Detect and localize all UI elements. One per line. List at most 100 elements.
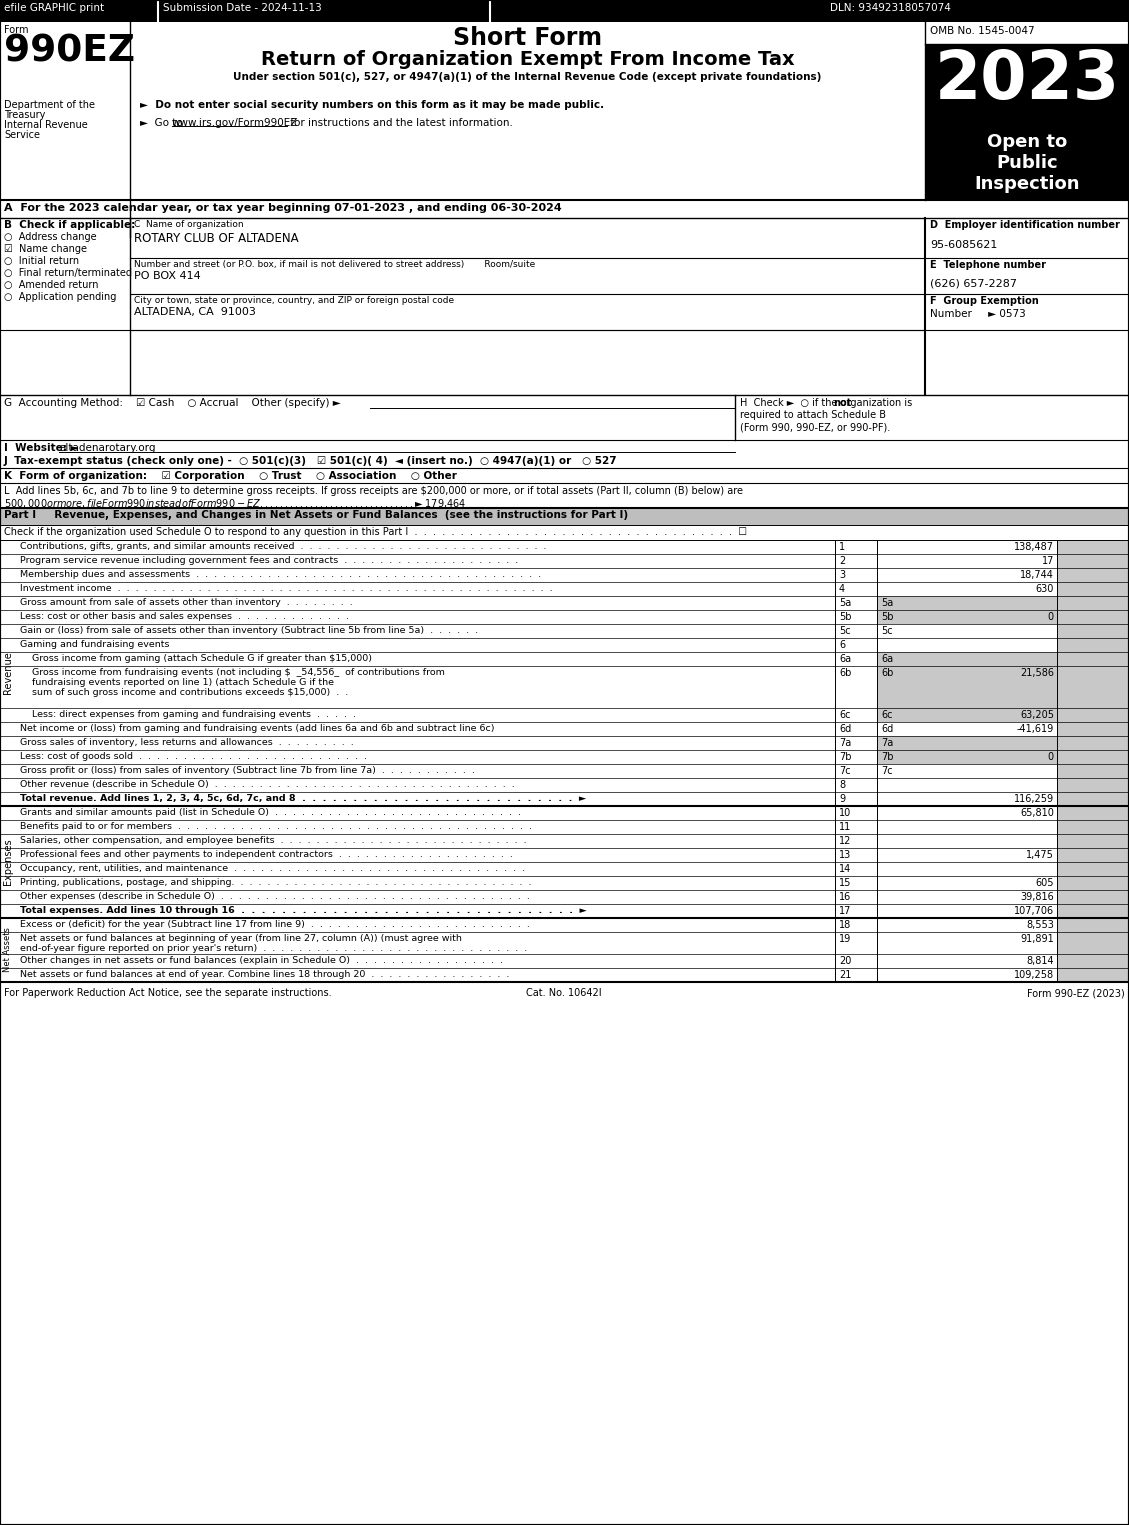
Text: Less: direct expenses from gaming and fundraising events  .  .  .  .  .: Less: direct expenses from gaming and fu… [32,711,356,718]
Text: 16: 16 [839,892,851,901]
Bar [877,596,1057,610]
Text: 20: 20 [839,956,851,965]
Text: Other expenses (describe in Schedule O)  .  .  .  .  .  .  .  .  .  .  .  .  .  : Other expenses (describe in Schedule O) … [20,892,530,901]
Bar [1057,666,1129,708]
Text: PO BOX 414: PO BOX 414 [134,271,201,281]
Text: end-of-year figure reported on prior year's return)  .  .  .  .  .  .  .  .  .  : end-of-year figure reported on prior yea… [20,944,527,953]
Text: sum of such gross income and contributions exceeds $15,000)  .  .: sum of such gross income and contributio… [32,688,348,697]
Text: (Form 990, 990-EZ, or 990-PF).: (Form 990, 990-EZ, or 990-PF). [739,422,891,432]
Bar [0,508,1129,525]
Text: Revenue: Revenue [3,651,14,694]
Text: Part I     Revenue, Expenses, and Changes in Net Assets or Fund Balances  (see t: Part I Revenue, Expenses, and Changes in… [5,509,628,520]
Text: 6c: 6c [881,711,893,720]
Text: Submission Date - 2024-11-13: Submission Date - 2024-11-13 [163,3,322,14]
Text: Short Form: Short Form [453,26,602,50]
Bar [1057,932,1129,955]
Text: Gaming and fundraising events: Gaming and fundraising events [20,640,169,650]
Text: 5b: 5b [839,612,851,622]
Bar [1057,807,1129,820]
Text: Form 990-EZ (2023): Form 990-EZ (2023) [1027,988,1124,997]
Text: Gross profit or (loss) from sales of inventory (Subtract line 7b from line 7a)  : Gross profit or (loss) from sales of inv… [20,766,475,775]
Text: ROTARY CLUB OF ALTADENA: ROTARY CLUB OF ALTADENA [134,232,299,246]
Text: Gross income from fundraising events (not including $  _54,556_  of contribution: Gross income from fundraising events (no… [32,668,445,677]
Bar [1057,862,1129,875]
Text: 2023: 2023 [935,47,1120,113]
Bar [1057,791,1129,807]
Text: Excess or (deficit) for the year (Subtract line 17 from line 9)  .  .  .  .  .  : Excess or (deficit) for the year (Subtra… [20,920,530,929]
Text: Number and street (or P.O. box, if mail is not delivered to street address)     : Number and street (or P.O. box, if mail … [134,259,535,268]
Text: Cat. No. 10642I: Cat. No. 10642I [526,988,602,997]
Text: I  Website: ►: I Website: ► [5,442,82,453]
Text: Department of the: Department of the [5,101,95,110]
Bar [1057,848,1129,862]
Text: Expenses: Expenses [3,839,14,886]
Text: required to attach Schedule B: required to attach Schedule B [739,410,886,419]
Text: 3: 3 [839,570,846,580]
Text: Investment income  .  .  .  .  .  .  .  .  .  .  .  .  .  .  .  .  .  .  .  .  .: Investment income . . . . . . . . . . . … [20,584,552,593]
Text: 0: 0 [1048,752,1054,762]
Text: Check if the organization used Schedule O to respond to any question in this Par: Check if the organization used Schedule … [5,528,747,537]
Bar [925,44,1129,130]
Text: Net assets or fund balances at end of year. Combine lines 18 through 20  .  .  .: Net assets or fund balances at end of ye… [20,970,509,979]
Bar [877,737,1057,750]
Bar [1057,875,1129,891]
Text: -41,619: -41,619 [1017,724,1054,734]
Text: 95-6085621: 95-6085621 [930,239,997,250]
Text: 605: 605 [1035,878,1054,888]
Text: 6c: 6c [839,711,850,720]
Text: 8,553: 8,553 [1026,920,1054,930]
Bar [1057,567,1129,583]
Text: Form: Form [5,24,28,35]
Text: Net income or (loss) from gaming and fundraising events (add lines 6a and 6b and: Net income or (loss) from gaming and fun… [20,724,495,734]
Text: 13: 13 [839,849,851,860]
Text: 7c: 7c [839,766,850,776]
Bar [1057,637,1129,653]
Text: F  Group Exemption: F Group Exemption [930,296,1039,307]
Bar [877,653,1057,666]
Text: 17: 17 [839,906,851,917]
Text: Total revenue. Add lines 1, 2, 3, 4, 5c, 6d, 7c, and 8  .  .  .  .  .  .  .  .  : Total revenue. Add lines 1, 2, 3, 4, 5c,… [20,795,586,804]
Text: Gross income from gaming (attach Schedule G if greater than $15,000): Gross income from gaming (attach Schedul… [32,654,371,663]
Text: fundraising events reported on line 1) (attach Schedule G if the: fundraising events reported on line 1) (… [32,679,334,686]
Text: Internal Revenue: Internal Revenue [5,120,88,130]
Bar [1057,624,1129,637]
Bar [0,0,1129,21]
Bar [1057,955,1129,968]
Bar [1057,904,1129,918]
Text: 7b: 7b [839,752,851,762]
Text: 7c: 7c [881,766,893,776]
Text: 10: 10 [839,808,851,817]
Text: Contributions, gifts, grants, and similar amounts received  .  .  .  .  .  .  . : Contributions, gifts, grants, and simila… [20,541,546,551]
Text: 7a: 7a [839,738,851,747]
Text: 6d: 6d [881,724,893,734]
Text: Service: Service [5,130,40,140]
Text: L  Add lines 5b, 6c, and 7b to line 9 to determine gross receipts. If gross rece: L Add lines 5b, 6c, and 7b to line 9 to … [5,486,743,496]
Text: C  Name of organization: C Name of organization [134,220,244,229]
Text: 7b: 7b [881,752,893,762]
Text: 6b: 6b [881,668,893,679]
Text: 6d: 6d [839,724,851,734]
Text: Other revenue (describe in Schedule O)  .  .  .  .  .  .  .  .  .  .  .  .  .  .: Other revenue (describe in Schedule O) .… [20,779,515,788]
Text: 7a: 7a [881,738,893,747]
Text: efile GRAPHIC print: efile GRAPHIC print [5,3,104,14]
Text: 18: 18 [839,920,851,930]
Text: for instructions and the latest information.: for instructions and the latest informat… [287,117,513,128]
Text: E  Telephone number: E Telephone number [930,259,1045,270]
Text: www.irs.gov/Form990EZ: www.irs.gov/Form990EZ [172,117,298,128]
Text: ALTADENA, CA  91003: ALTADENA, CA 91003 [134,307,256,317]
Bar [877,666,1057,708]
Text: Less: cost or other basis and sales expenses  .  .  .  .  .  .  .  .  .  .  .  .: Less: cost or other basis and sales expe… [20,612,349,621]
Text: 15: 15 [839,878,851,888]
Text: Grants and similar amounts paid (list in Schedule O)  .  .  .  .  .  .  .  .  . : Grants and similar amounts paid (list in… [20,808,520,817]
Text: 8: 8 [839,779,846,790]
Text: Net assets or fund balances at beginning of year (from line 27, column (A)) (mus: Net assets or fund balances at beginning… [20,933,462,942]
Text: 0: 0 [1048,612,1054,622]
Text: Benefits paid to or for members  .  .  .  .  .  .  .  .  .  .  .  .  .  .  .  . : Benefits paid to or for members . . . . … [20,822,532,831]
Bar [1057,968,1129,982]
Text: 11: 11 [839,822,851,833]
Bar [925,130,1129,201]
Text: Less: cost of goods sold  .  .  .  .  .  .  .  .  .  .  .  .  .  .  .  .  .  .  : Less: cost of goods sold . . . . . . . .… [20,752,367,761]
Text: 630: 630 [1035,584,1054,595]
Bar [1057,737,1129,750]
Text: 21,586: 21,586 [1019,668,1054,679]
